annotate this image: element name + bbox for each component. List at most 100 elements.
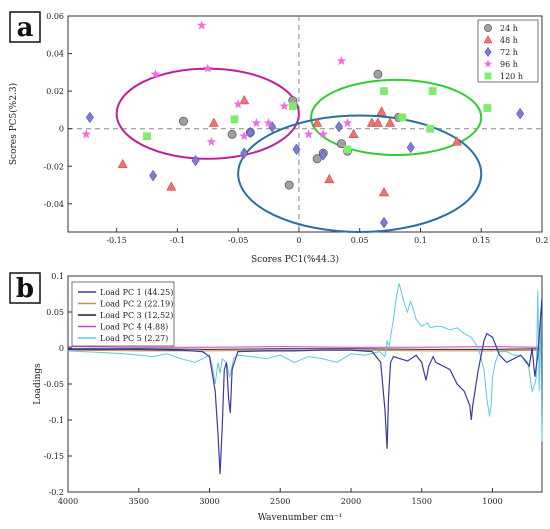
score-point	[378, 186, 390, 197]
score-point	[366, 117, 377, 127]
score-point	[85, 111, 94, 124]
loadings-x-tick-label: 1500	[412, 497, 432, 506]
legend-label: 48 h	[500, 36, 518, 45]
scores-y-ticks: -0.04 -0.02 0 0.02 0.04 0.06	[43, 12, 72, 209]
scores-x-ticks: -0.15 -0.1 -0.05 0 0.05 0.1 0.15 0.2	[106, 228, 548, 245]
score-point	[385, 117, 396, 127]
legend-label: Load PC 2 (22.19)	[100, 300, 173, 309]
score-point	[233, 99, 243, 109]
scores-x-tick-label: 0.05	[351, 236, 369, 245]
score-point	[143, 132, 151, 141]
confidence-ellipse	[310, 78, 483, 156]
loadings-y-tick-label: 0.1	[51, 272, 64, 281]
score-point	[483, 104, 492, 112]
scores-legend: 24 h 48 h 72 h 96 h 120 h	[477, 19, 539, 83]
loadings-y-ticks: -0.2 -0.15 -0.1 -0.05 0 0.05 0.1	[43, 272, 72, 497]
loadings-y-tick-label: -0.1	[49, 416, 64, 425]
loadings-x-ticks: 4000 3500 3000 2500 2000 1500 1000	[58, 488, 503, 506]
loadings-x-tick-label: 1000	[482, 497, 502, 506]
score-point	[336, 56, 347, 66]
scores-x-tick-label: -0.15	[106, 236, 127, 245]
legend-marker	[484, 46, 492, 58]
legend-label: 24 h	[500, 24, 518, 33]
score-point	[251, 118, 262, 128]
panel-b: b 4000 3500 3000 2500 2000 1500 1000 -0.2 -0.15…	[9, 272, 543, 523]
legend-marker	[483, 35, 493, 44]
scores-x-tick-label: 0.15	[472, 236, 490, 245]
scores-x-axis-title: Scores PC1(%44.3)	[251, 254, 339, 265]
legend-label: 120 h	[500, 72, 523, 81]
score-point	[303, 129, 314, 139]
score-point	[516, 107, 525, 120]
score-point	[230, 115, 239, 124]
legend-label: Load PC 3 (12.52)	[100, 311, 173, 320]
loading-line	[68, 297, 543, 475]
score-point	[380, 216, 388, 229]
loadings-x-tick-label: 2000	[341, 497, 361, 506]
scores-y-tick-label: 0.02	[46, 87, 64, 96]
legend-label: Load PC 1 (44.25)	[100, 288, 173, 297]
loading-line	[68, 348, 543, 350]
score-point	[246, 126, 255, 139]
scores-x-tick-label: -0.1	[170, 236, 185, 245]
score-point	[263, 118, 274, 128]
scores-y-tick-label: -0.02	[43, 162, 64, 171]
score-point	[335, 121, 344, 133]
scores-y-tick-label: 0.04	[46, 50, 64, 59]
score-point	[166, 181, 177, 191]
score-point	[451, 136, 462, 146]
scores-x-tick-label: 0	[296, 236, 301, 245]
score-point	[179, 116, 188, 126]
scores-plot-frame	[67, 15, 543, 233]
score-points	[81, 20, 525, 229]
legend-label: Load PC 4 (4.88)	[100, 323, 168, 332]
score-point	[337, 139, 346, 149]
score-point	[239, 131, 250, 141]
scores-x-tick-label: 0.1	[414, 236, 427, 245]
score-point	[398, 113, 407, 122]
loadings-x-tick-label: 3500	[129, 497, 149, 506]
score-point	[324, 173, 335, 184]
score-point	[279, 101, 290, 111]
score-point	[206, 136, 217, 146]
score-point	[202, 63, 213, 73]
loadings-y-tick-label: 0.05	[46, 308, 64, 317]
confidence-ellipse	[237, 114, 483, 233]
loadings-x-axis-title: Wavenumber cm⁻¹	[258, 513, 343, 523]
scores-y-tick-label: 0	[59, 125, 64, 134]
legend-label: 96 h	[500, 60, 518, 69]
scores-y-tick-label: -0.04	[43, 200, 64, 209]
score-point	[191, 154, 200, 167]
loadings-y-axis-title: Loadings	[33, 363, 43, 405]
legend-marker	[484, 24, 492, 32]
panel-a: a -0.15 -0.1 -0.05 0 0.05 0.1 0.15 0.2 -0.04-0.…	[8, 11, 548, 265]
score-point	[372, 117, 383, 127]
loadings-x-tick-label: 4000	[58, 497, 78, 506]
legend-marker	[484, 72, 492, 80]
score-point	[373, 69, 383, 79]
score-point	[348, 128, 359, 139]
score-point	[406, 141, 415, 154]
panel-b-label: b	[16, 274, 34, 304]
panel-a-label-box	[9, 11, 41, 43]
score-point	[196, 20, 207, 30]
loadings-x-tick-label: 3000	[199, 497, 219, 506]
loading-lines	[67, 283, 543, 475]
loadings-y-tick-label: 0	[59, 344, 64, 353]
scores-y-tick-label: 0.06	[46, 12, 64, 21]
score-point	[288, 102, 297, 111]
loadings-legend: Load PC 1 (44.25) Load PC 2 (22.19) Load P…	[71, 281, 175, 347]
score-point	[426, 124, 435, 133]
loadings-x-tick-label: 2500	[270, 497, 290, 506]
loadings-y-tick-label: -0.15	[43, 452, 64, 461]
scores-plot: -0.15 -0.1 -0.05 0 0.05 0.1 0.15 0.2 -0.04 -0.02…	[8, 12, 548, 265]
confidence-ellipse	[115, 67, 300, 160]
score-point	[208, 117, 219, 127]
score-point	[240, 147, 249, 159]
score-point	[149, 169, 158, 182]
panel-b-label-box	[9, 272, 41, 304]
panel-a-label: a	[17, 13, 34, 43]
scores-x-tick-label: 0.2	[536, 236, 549, 245]
score-point	[81, 129, 92, 139]
score-point	[342, 118, 353, 128]
